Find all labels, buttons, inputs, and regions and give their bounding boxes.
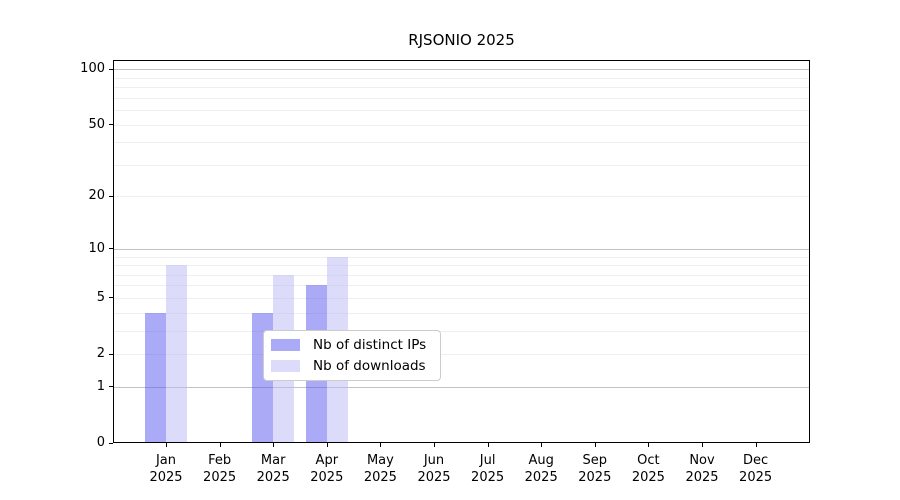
legend-item-downloads: Nb of downloads [271,358,426,374]
legend-swatch-distinct-ips [271,339,300,351]
gridline-minor [113,265,810,266]
x-tick-label: Jun 2025 [417,453,451,485]
x-tick-mark [755,443,757,447]
x-tick-mark [166,443,167,447]
gridline-minor [113,164,810,166]
gridline-minor [113,196,810,198]
x-tick-label: Apr 2025 [310,453,344,485]
y-tick-mark [109,353,113,355]
bar-downloads [166,265,187,443]
bar-distinct-ips [145,312,166,443]
x-tick-label: Sep 2025 [578,453,612,485]
x-tick-label: Oct 2025 [631,453,665,485]
y-tick-label: 50 [88,116,105,132]
gridline-major [113,248,810,250]
x-tick-label: Aug 2025 [524,453,558,485]
gridline-minor [113,274,810,276]
x-tick-label: Jan 2025 [149,453,183,485]
y-tick-label: 2 [96,346,105,361]
legend: Nb of distinct IPs Nb of downloads [263,330,442,381]
y-tick-mark [109,442,113,444]
x-tick-mark [380,443,382,447]
plot-area [113,60,810,443]
gridline-minor [113,256,810,258]
gridline-major [113,69,810,71]
gridline-minor [113,97,810,99]
y-tick-label: 0 [96,435,105,450]
x-tick-label: Mar 2025 [256,453,290,485]
x-tick-mark [541,443,543,447]
gridline-major [113,386,810,388]
y-tick-mark [109,386,113,388]
x-tick-label: Nov 2025 [685,453,719,485]
legend-item-distinct-ips: Nb of distinct IPs [271,337,426,353]
x-tick-label: Jul 2025 [471,453,505,485]
x-tick-mark [648,443,650,447]
y-tick-label: 100 [80,61,105,77]
x-tick-mark [326,443,328,447]
gridline-minor [113,87,810,88]
x-tick-mark [594,443,596,447]
gridline-minor [113,109,810,111]
gridline-minor [113,312,810,314]
gridline-minor [113,142,810,144]
gridline-minor [113,124,810,126]
legend-label-downloads: Nb of downloads [313,358,426,374]
y-tick-label: 5 [96,289,105,305]
x-tick-label: May 2025 [363,453,397,485]
legend-label-distinct-ips: Nb of distinct IPs [313,337,427,353]
y-tick-label: 20 [88,188,105,204]
x-tick-mark [273,443,275,447]
y-tick-mark [109,195,113,197]
y-tick-mark [109,297,113,299]
gridline-minor [113,354,810,355]
y-tick-mark [109,68,113,70]
x-tick-mark [219,443,221,447]
gridline-minor [113,330,810,332]
y-tick-label: 10 [88,240,105,256]
x-tick-mark [487,443,489,447]
y-tick-mark [109,248,113,250]
legend-swatch-downloads [271,360,300,372]
x-tick-mark [434,443,435,447]
x-tick-mark [702,443,703,447]
gridline-minor [113,297,810,299]
gridline-minor [113,77,810,79]
y-tick-label: 1 [96,378,105,394]
x-tick-label: Dec 2025 [739,453,773,485]
chart-title: RJSONIO 2025 [408,31,515,49]
x-tick-label: Feb 2025 [203,453,237,485]
y-tick-mark [109,124,113,125]
gridline-minor [113,285,810,287]
